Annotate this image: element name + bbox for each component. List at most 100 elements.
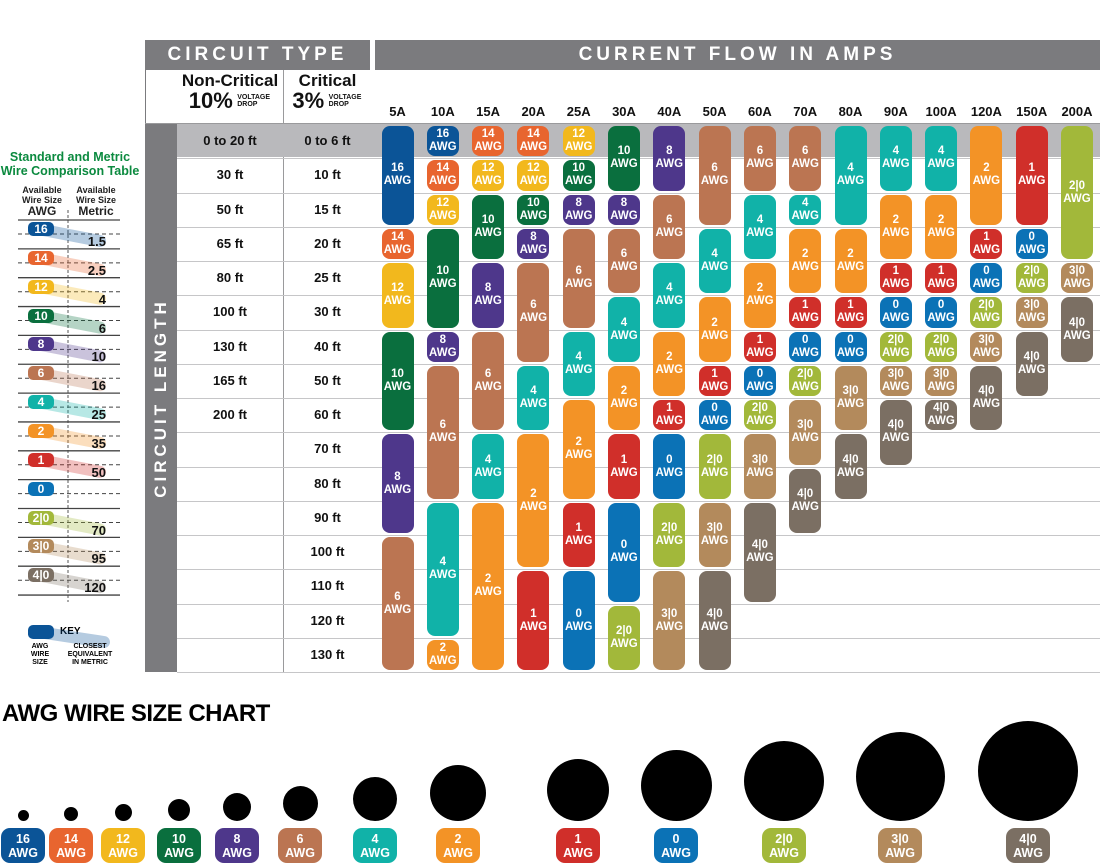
gauge-unit: AWG	[1017, 312, 1046, 325]
awg-swatch: 4	[28, 395, 54, 410]
gauge-unit: AWG	[791, 432, 819, 445]
wire-gauge-pill: 4 AWG	[743, 194, 776, 259]
gauge-unit: AWG	[791, 158, 819, 171]
gauge-value: 6	[484, 367, 492, 380]
amp-label: 90A	[883, 104, 908, 119]
comparison-title: Standard and Metric Wire Comparison Tabl…	[0, 150, 140, 178]
gauge-unit: AWG	[108, 845, 138, 860]
length-critical: 50 ft	[314, 373, 341, 388]
gauge-unit: AWG	[700, 620, 729, 633]
length-critical: 80 ft	[314, 476, 341, 491]
wire-gauge-pill: 8 AWG	[653, 126, 686, 191]
wire-gauge-pill: 4|0 AWG	[743, 502, 776, 602]
gauge-value: 2	[439, 641, 446, 654]
gauge-value: 4|0	[933, 402, 950, 415]
awg-badge: 10 AWG	[157, 828, 201, 863]
wire-size-circle	[223, 793, 251, 821]
wire-gauge-pill: 0 AWG	[970, 263, 1003, 294]
divider	[372, 38, 375, 124]
awg-badge: 16 AWG	[1, 828, 45, 863]
wire-gauge-pill: 12 AWG	[517, 160, 550, 191]
wire-gauge-pill: 3|0 AWG	[1015, 297, 1048, 328]
wire-gauge-pill: 0 AWG	[562, 571, 595, 670]
gauge-value: 12	[391, 282, 404, 295]
gauge-value: 14	[436, 162, 450, 175]
wire-size-circle	[17, 810, 29, 821]
awg-badge: 8 AWG	[215, 828, 259, 863]
gauge-unit: AWG	[519, 141, 548, 154]
row-gridline	[177, 364, 1100, 365]
gauge-value: 16	[436, 128, 450, 141]
gauge-value: 4|0	[1068, 316, 1085, 329]
wire-gauge-pill: 2|0 AWG	[698, 434, 731, 499]
gauge-unit: AWG	[791, 346, 819, 359]
gauge-unit: AWG	[474, 466, 502, 479]
gauge-unit: AWG	[564, 278, 593, 291]
gauge-value: 2|0	[933, 333, 950, 346]
wire-size-circle	[855, 732, 945, 821]
circuit-type-header: CIRCUIT TYPE	[145, 40, 370, 70]
gauge-value: 0	[711, 402, 718, 415]
gauge-value: 4|0	[797, 487, 814, 500]
gauge-unit: AWG	[383, 295, 412, 308]
wire-gauge-pill: 4 AWG	[472, 434, 505, 499]
gauge-unit: AWG	[285, 845, 315, 860]
wire-gauge-pill: 3|0 AWG	[653, 571, 686, 670]
gauge-value: 12	[572, 128, 586, 141]
gauge-unit: AWG	[474, 380, 502, 393]
gauge-unit: AWG	[429, 654, 457, 667]
gauge-unit: AWG	[564, 535, 593, 547]
circuit-type-name: Non-Critical	[181, 71, 279, 90]
voltage-drop-percent: 10%	[188, 88, 233, 113]
gauge-value: 3|0	[933, 367, 950, 380]
gauge-unit: AWG	[610, 637, 638, 650]
gauge-value: 1	[801, 299, 809, 312]
wire-gauge-pill: 2 AWG	[517, 434, 550, 568]
awg-badge: 14 AWG	[49, 828, 93, 863]
gauge-value: 2	[620, 385, 628, 397]
gauge-unit: AWG	[383, 483, 412, 496]
gauge-unit: AWG	[655, 295, 684, 308]
wire-gauge-pill: 6 AWG	[517, 263, 550, 362]
gauge-value: 0	[575, 607, 582, 620]
length-noncritical: 65 ft	[216, 236, 244, 251]
gauge-value: 0	[801, 333, 809, 346]
wire-gauge-pill: 2 AWG	[970, 126, 1003, 225]
circuit-length-label: CIRCUIT LENGTH	[151, 298, 170, 498]
wire-gauge-pill: 0 AWG	[879, 297, 912, 328]
gauge-unit: AWG	[383, 175, 412, 188]
circuit-type-name: Critical	[298, 71, 357, 90]
awg-swatch: 12	[28, 279, 54, 294]
length-critical: 10 ft	[314, 167, 341, 182]
gauge-value: 4	[847, 162, 854, 175]
gauge-value: 6	[666, 213, 673, 226]
gauge-value: 4	[801, 196, 809, 209]
gauge-value: 16	[391, 162, 404, 175]
amp-label: 60A	[747, 104, 772, 119]
gauge-unit: AWG	[610, 329, 638, 342]
awg-badge: 6 AWG	[278, 828, 322, 863]
gauge-unit: AWG	[746, 226, 774, 239]
gauge-value: 6	[439, 419, 446, 432]
gauge-unit: AWG	[972, 243, 1001, 256]
gauge-unit: AWG	[360, 845, 390, 860]
wire-gauge-pill: 2|0 AWG	[970, 297, 1003, 328]
gauge-unit: AWG	[700, 329, 729, 342]
wire-gauge-pill: 2 AWG	[879, 194, 912, 259]
wire-gauge-pill: 4 AWG	[879, 126, 912, 191]
gauge-unit: AWG	[519, 209, 548, 222]
wire-gauge-pill: 2 AWG	[925, 194, 958, 259]
gauge-unit: AWG	[519, 500, 548, 513]
gauge-value: 4	[484, 453, 492, 466]
gauge-unit: AWG	[564, 209, 593, 222]
gauge-value: 8	[575, 196, 582, 209]
gauge-value: 10	[391, 367, 404, 380]
gauge-unit: AWG	[700, 175, 729, 188]
divider	[145, 123, 1100, 124]
amp-label: 10A	[430, 104, 455, 119]
gauge-value: 12	[116, 831, 130, 846]
wire-gauge-pill: 6 AWG	[472, 331, 505, 431]
gauge-value: 1	[847, 299, 854, 312]
wire-gauge-pill: 1 AWG	[789, 297, 822, 328]
key-title: KEY	[60, 626, 81, 637]
